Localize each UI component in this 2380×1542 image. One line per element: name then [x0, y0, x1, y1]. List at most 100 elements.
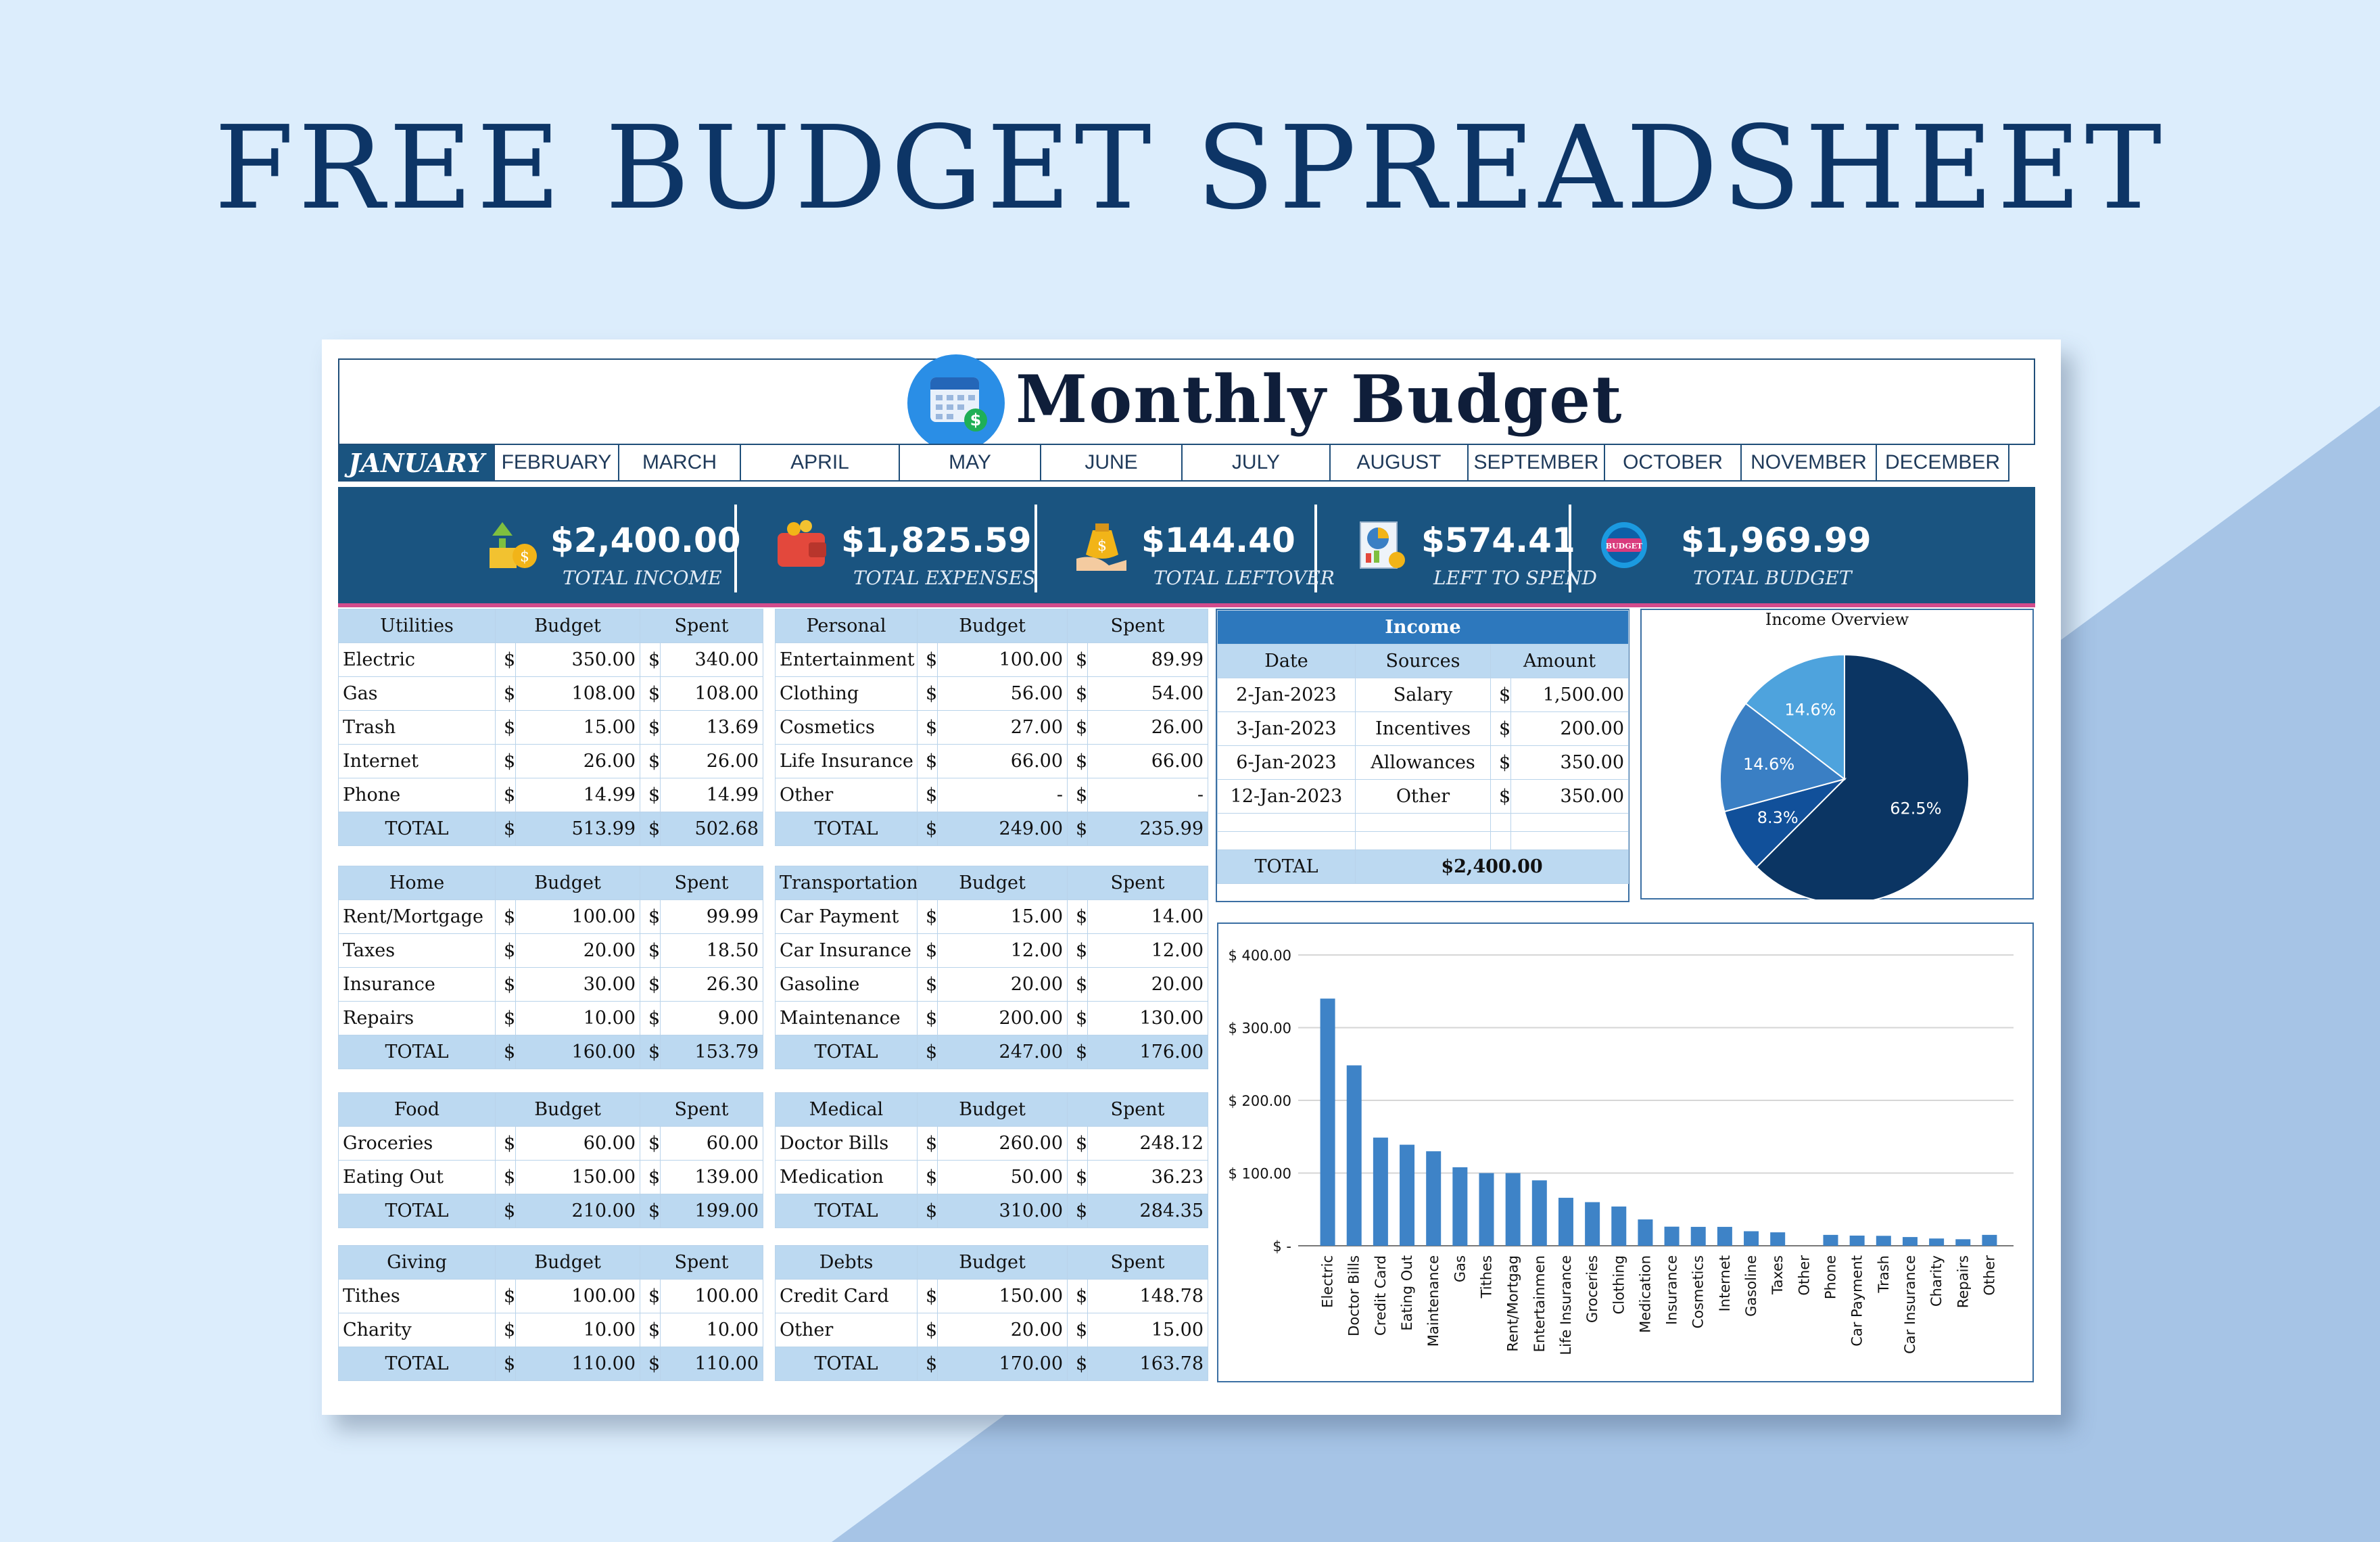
- budget-currency[interactable]: $: [495, 1001, 516, 1035]
- tab-october[interactable]: OCTOBER: [1605, 444, 1742, 482]
- income-amount[interactable]: 350.00: [1510, 745, 1629, 780]
- income-amount[interactable]: 200.00: [1510, 711, 1629, 746]
- tab-february[interactable]: FEBRUARY: [495, 444, 619, 482]
- budget-value[interactable]: 60.00: [515, 1126, 641, 1161]
- spent-currency[interactable]: $: [1067, 933, 1089, 968]
- budget-currency[interactable]: $: [495, 710, 516, 745]
- item-name[interactable]: Rent/Mortgage: [338, 900, 496, 934]
- income-currency[interactable]: $: [1490, 779, 1511, 814]
- spent-currency[interactable]: $: [1067, 642, 1089, 677]
- budget-value[interactable]: 20.00: [936, 967, 1068, 1002]
- item-name[interactable]: Credit Card: [775, 1279, 918, 1313]
- spent-currency[interactable]: $: [1067, 900, 1089, 934]
- spent-currency[interactable]: $: [640, 933, 661, 968]
- item-name[interactable]: Other: [775, 778, 918, 812]
- budget-currency[interactable]: $: [495, 933, 516, 968]
- spent-value[interactable]: 26.00: [660, 744, 764, 778]
- item-name[interactable]: Internet: [338, 744, 496, 778]
- budget-value[interactable]: 14.99: [515, 778, 641, 812]
- spent-value[interactable]: 15.00: [1087, 1313, 1209, 1347]
- spent-currency[interactable]: $: [1067, 1313, 1089, 1347]
- item-name[interactable]: Other: [775, 1313, 918, 1347]
- budget-value[interactable]: 10.00: [515, 1313, 641, 1347]
- spent-value[interactable]: -: [1087, 778, 1209, 812]
- income-currency[interactable]: $: [1490, 745, 1511, 780]
- budget-value[interactable]: 20.00: [936, 1313, 1068, 1347]
- item-name[interactable]: Clothing: [775, 676, 918, 711]
- income-currency[interactable]: $: [1490, 678, 1511, 712]
- tab-july[interactable]: JULY: [1183, 444, 1331, 482]
- empty-cell[interactable]: [1355, 813, 1491, 832]
- income-amount[interactable]: 350.00: [1510, 779, 1629, 814]
- budget-value[interactable]: 66.00: [936, 744, 1068, 778]
- spent-currency[interactable]: $: [1067, 676, 1089, 711]
- tab-april[interactable]: APRIL: [741, 444, 900, 482]
- budget-currency[interactable]: $: [917, 933, 938, 968]
- income-source[interactable]: Salary: [1355, 678, 1491, 712]
- item-name[interactable]: Groceries: [338, 1126, 496, 1161]
- tab-december[interactable]: DECEMBER: [1877, 444, 2009, 482]
- item-name[interactable]: Car Insurance: [775, 933, 918, 968]
- budget-value[interactable]: 27.00: [936, 710, 1068, 745]
- spent-value[interactable]: 139.00: [660, 1160, 764, 1194]
- budget-currency[interactable]: $: [495, 1160, 516, 1194]
- empty-cell[interactable]: [1217, 831, 1356, 850]
- spent-value[interactable]: 9.00: [660, 1001, 764, 1035]
- spent-value[interactable]: 54.00: [1087, 676, 1209, 711]
- income-date[interactable]: 3-Jan-2023: [1217, 711, 1356, 746]
- item-name[interactable]: Gasoline: [775, 967, 918, 1002]
- budget-value[interactable]: 30.00: [515, 967, 641, 1002]
- spent-currency[interactable]: $: [1067, 778, 1089, 812]
- spent-currency[interactable]: $: [1067, 967, 1089, 1002]
- empty-cell[interactable]: [1490, 831, 1511, 850]
- spent-value[interactable]: 148.78: [1087, 1279, 1209, 1313]
- spent-value[interactable]: 60.00: [660, 1126, 764, 1161]
- spent-value[interactable]: 340.00: [660, 642, 764, 677]
- income-source[interactable]: Allowances: [1355, 745, 1491, 780]
- item-name[interactable]: Charity: [338, 1313, 496, 1347]
- budget-value[interactable]: 15.00: [515, 710, 641, 745]
- item-name[interactable]: Entertainment: [775, 642, 918, 677]
- income-source[interactable]: Incentives: [1355, 711, 1491, 746]
- spent-currency[interactable]: $: [640, 710, 661, 745]
- budget-currency[interactable]: $: [917, 900, 938, 934]
- budget-value[interactable]: 350.00: [515, 642, 641, 677]
- budget-currency[interactable]: $: [495, 900, 516, 934]
- budget-value[interactable]: 100.00: [515, 900, 641, 934]
- budget-currency[interactable]: $: [917, 1126, 938, 1161]
- spent-currency[interactable]: $: [1067, 1126, 1089, 1161]
- spent-value[interactable]: 14.00: [1087, 900, 1209, 934]
- empty-cell[interactable]: [1510, 831, 1629, 850]
- spent-value[interactable]: 13.69: [660, 710, 764, 745]
- item-name[interactable]: Eating Out: [338, 1160, 496, 1194]
- spent-currency[interactable]: $: [1067, 1160, 1089, 1194]
- spent-value[interactable]: 14.99: [660, 778, 764, 812]
- spent-currency[interactable]: $: [1067, 1001, 1089, 1035]
- income-date[interactable]: 2-Jan-2023: [1217, 678, 1356, 712]
- spent-value[interactable]: 12.00: [1087, 933, 1209, 968]
- income-amount[interactable]: 1,500.00: [1510, 678, 1629, 712]
- budget-value[interactable]: 20.00: [515, 933, 641, 968]
- budget-value[interactable]: 12.00: [936, 933, 1068, 968]
- item-name[interactable]: Life Insurance: [775, 744, 918, 778]
- spent-value[interactable]: 18.50: [660, 933, 764, 968]
- budget-currency[interactable]: $: [495, 642, 516, 677]
- spent-value[interactable]: 10.00: [660, 1313, 764, 1347]
- spent-value[interactable]: 89.99: [1087, 642, 1209, 677]
- spent-currency[interactable]: $: [640, 1160, 661, 1194]
- budget-currency[interactable]: $: [495, 778, 516, 812]
- budget-value[interactable]: 15.00: [936, 900, 1068, 934]
- spent-currency[interactable]: $: [640, 676, 661, 711]
- budget-value[interactable]: 260.00: [936, 1126, 1068, 1161]
- item-name[interactable]: Repairs: [338, 1001, 496, 1035]
- budget-currency[interactable]: $: [917, 642, 938, 677]
- tab-august[interactable]: AUGUST: [1331, 444, 1469, 482]
- budget-value[interactable]: 200.00: [936, 1001, 1068, 1035]
- budget-value[interactable]: 150.00: [936, 1279, 1068, 1313]
- item-name[interactable]: Medication: [775, 1160, 918, 1194]
- spent-currency[interactable]: $: [640, 1126, 661, 1161]
- item-name[interactable]: Cosmetics: [775, 710, 918, 745]
- spent-value[interactable]: 26.00: [1087, 710, 1209, 745]
- budget-currency[interactable]: $: [495, 1126, 516, 1161]
- tab-may[interactable]: MAY: [900, 444, 1041, 482]
